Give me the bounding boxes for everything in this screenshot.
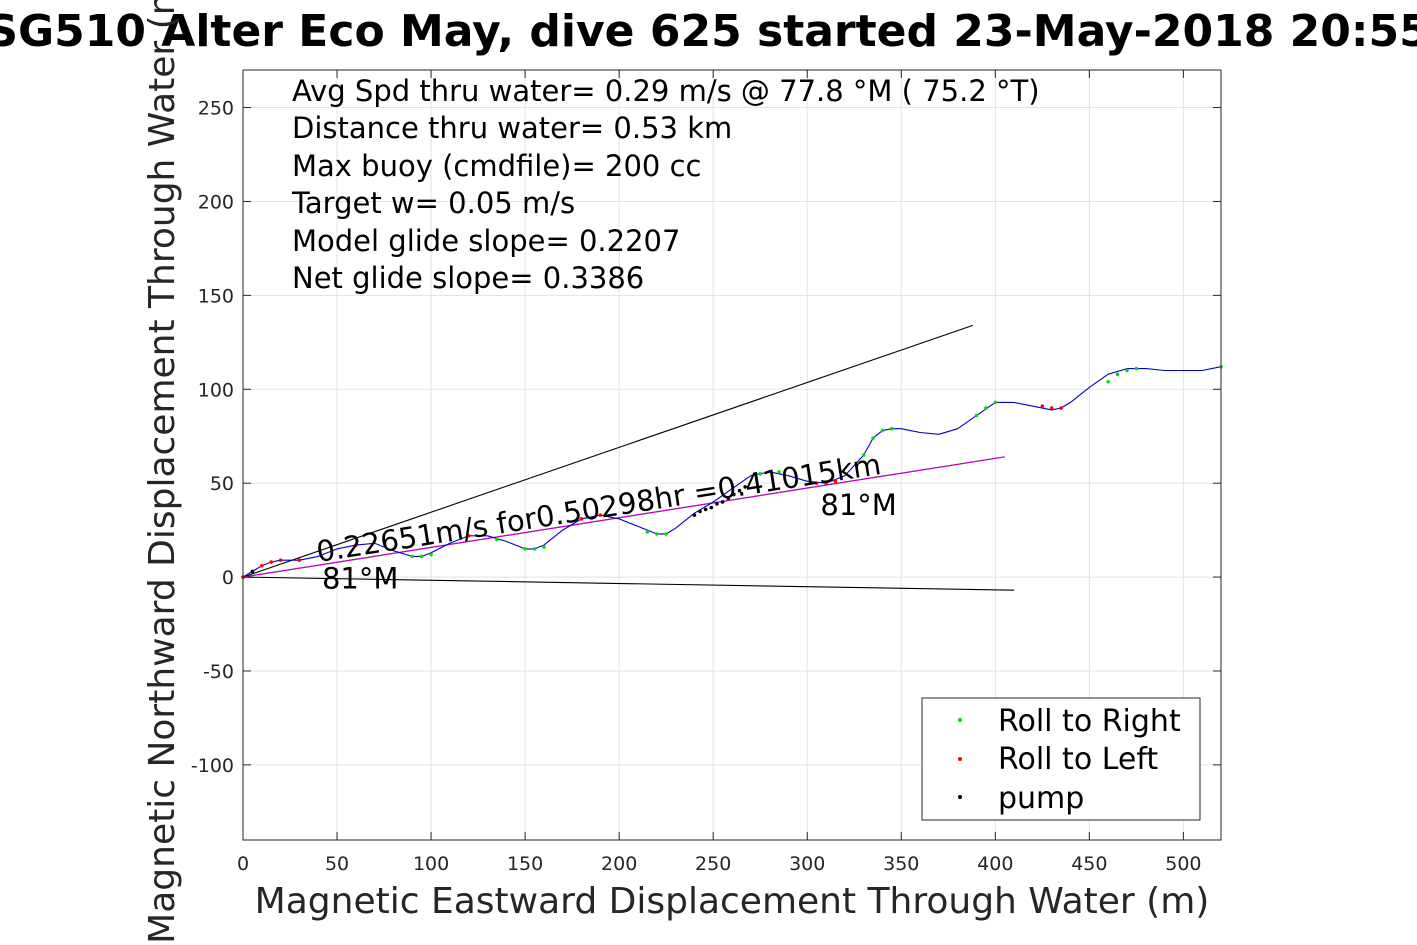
x-tick-label: 200	[601, 853, 637, 875]
legend-marker-pump	[958, 795, 962, 799]
stat-avg-speed: Avg Spd thru water= 0.29 m/s @ 77.8 °M (…	[292, 74, 1040, 108]
data-point	[743, 485, 747, 489]
x-tick-label: 50	[325, 853, 349, 875]
stat-max-buoy: Max buoy (cmdfile)= 200 cc	[292, 149, 701, 183]
y-axis-label: Magnetic Northward Displacement Through …	[142, 0, 183, 944]
y-tick-label: -100	[191, 755, 234, 777]
legend-marker-roll-left	[958, 757, 962, 761]
data-point	[993, 400, 998, 405]
data-point	[1049, 406, 1054, 410]
data-point	[880, 428, 885, 433]
data-point	[466, 533, 471, 538]
data-point	[1059, 406, 1063, 410]
data-point	[664, 532, 668, 536]
data-point	[777, 470, 781, 474]
data-point	[890, 426, 894, 431]
data-point	[278, 558, 283, 562]
data-point	[692, 513, 697, 517]
data-point	[495, 537, 499, 542]
legend-label-roll-left: Roll to Left	[998, 742, 1158, 777]
legend: Roll to Right Roll to Left pump	[921, 697, 1201, 821]
y-tick-label: 100	[198, 379, 234, 401]
data-point	[974, 413, 979, 418]
data-layer	[241, 324, 1223, 591]
data-point	[709, 505, 714, 510]
data-point	[703, 507, 708, 512]
data-point	[1125, 368, 1129, 373]
grid	[242, 70, 1221, 840]
track-line	[242, 366, 1222, 578]
x-axis-label: Magnetic Eastward Displacement Through W…	[255, 881, 1210, 922]
x-tick-label: 450	[1071, 853, 1107, 875]
x-tick-label: 350	[883, 853, 919, 875]
chart-title: SG510 Alter Eco May, dive 625 started 23…	[0, 6, 1417, 57]
data-point	[260, 564, 264, 568]
x-tick-label: 400	[977, 853, 1013, 875]
data-point	[732, 492, 736, 497]
data-point	[269, 560, 274, 564]
data-point	[726, 496, 731, 500]
data-point	[654, 532, 659, 536]
stats-annotations: Avg Spd thru water= 0.29 m/s @ 77.8 °M (…	[291, 74, 1040, 295]
data-point	[532, 547, 537, 551]
y-tick-label: 50	[210, 473, 234, 495]
data-point	[523, 547, 527, 551]
data-point	[861, 453, 866, 457]
stat-distance: Distance thru water= 0.53 km	[292, 111, 732, 145]
data-point	[737, 488, 742, 493]
stat-net-glide-slope: Net glide slope= 0.3386	[292, 261, 644, 295]
x-tick-label: 250	[695, 853, 731, 875]
data-point	[297, 558, 302, 562]
data-point	[542, 545, 546, 549]
legend-marker-roll-right	[958, 718, 962, 722]
track-annotation-1: 81°M	[322, 561, 398, 595]
data-point	[598, 513, 603, 517]
reference-line-0	[242, 324, 973, 578]
data-point	[410, 554, 415, 559]
stat-model-glide-slope: Model glide slope= 0.2207	[292, 224, 680, 258]
data-point	[984, 406, 988, 410]
data-point	[354, 543, 358, 547]
data-point	[720, 500, 725, 504]
data-point	[1134, 366, 1139, 371]
stat-target-w: Target w= 0.05 m/s	[291, 186, 575, 220]
track-annotation-2: 81°M	[820, 488, 896, 522]
x-tick-label: 300	[789, 853, 825, 875]
legend-label-pump: pump	[998, 781, 1084, 816]
x-tick-label: 500	[1165, 853, 1201, 875]
data-point	[814, 481, 819, 485]
series-roll-to-right	[410, 364, 1223, 559]
data-point	[824, 481, 828, 485]
y-tick-label: 250	[198, 98, 234, 120]
y-tick-label: 0	[222, 567, 234, 589]
y-tick-label: -50	[203, 661, 234, 683]
data-point	[1106, 379, 1110, 384]
data-point	[698, 509, 702, 514]
data-point	[429, 552, 433, 557]
legend-label-roll-right: Roll to Right	[998, 704, 1181, 739]
reference-line-1	[242, 576, 1015, 591]
x-tick-label: 0	[237, 853, 249, 875]
data-point	[1115, 372, 1120, 377]
data-point	[758, 471, 763, 476]
x-tick-label: 150	[507, 853, 543, 875]
series-pump	[250, 485, 747, 574]
data-point	[250, 569, 255, 574]
data-point	[833, 479, 838, 484]
y-tick-label: 200	[198, 191, 234, 213]
data-point	[715, 502, 719, 506]
reference-line-3	[242, 456, 1005, 578]
legend-box	[921, 697, 1201, 821]
data-point	[1040, 404, 1045, 408]
plot-frame	[242, 69, 1222, 841]
x-tick-label: 100	[413, 853, 449, 875]
data-point	[645, 530, 650, 534]
data-point	[579, 517, 584, 521]
y-tick-label: 150	[198, 285, 234, 307]
data-point	[419, 554, 424, 559]
data-point	[871, 436, 875, 440]
axis-ticks: 0 50 100 150 200 250 300 350 400 450 500 -100 -50 0 50…	[191, 70, 1221, 875]
